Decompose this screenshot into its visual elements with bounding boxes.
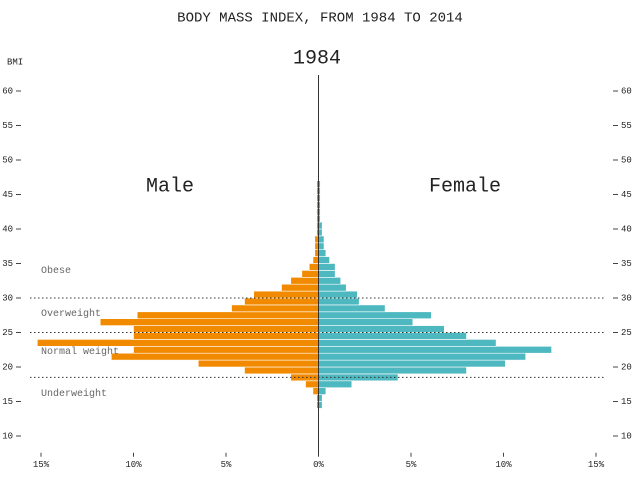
bar — [133, 325, 319, 333]
bar — [318, 228, 323, 237]
y-tick-label: 15 — [621, 397, 632, 407]
bar — [318, 276, 342, 285]
bar — [133, 332, 319, 340]
y-axis-label: BMI — [7, 57, 23, 67]
y-tick-label: 10 — [621, 431, 632, 441]
x-tick-label: 0% — [313, 460, 324, 470]
y-tick-label: 55 — [2, 121, 13, 131]
y-tick-label: 35 — [621, 259, 632, 269]
bar — [231, 304, 319, 313]
bar — [318, 345, 552, 354]
y-tick-label: 50 — [621, 155, 632, 165]
bar — [318, 352, 526, 361]
x-tick-label: 5% — [221, 460, 232, 470]
bar — [301, 270, 319, 278]
y-tick-label: 45 — [2, 190, 13, 200]
y-tick-label: 55 — [621, 121, 632, 131]
bar — [314, 249, 319, 257]
bar — [318, 359, 506, 368]
bar — [318, 256, 330, 264]
bar — [318, 401, 323, 409]
y-tick-label: 40 — [2, 224, 13, 234]
bar — [314, 242, 319, 251]
bar — [318, 235, 325, 244]
bar — [111, 352, 319, 361]
bar — [244, 366, 319, 375]
annotation: Underweight — [41, 388, 107, 400]
y-tick-label: 15 — [2, 397, 13, 407]
y-tick-label: 40 — [621, 224, 632, 234]
bar — [308, 263, 319, 271]
bar — [318, 380, 353, 388]
y-tick-label: 30 — [621, 293, 632, 303]
bar — [253, 290, 319, 299]
bar — [318, 304, 386, 313]
x-tick-label: 10% — [495, 460, 512, 470]
bar — [318, 387, 327, 395]
bar — [290, 276, 319, 285]
bar — [318, 290, 358, 299]
y-tick-label: 25 — [2, 328, 13, 338]
bar — [318, 249, 327, 257]
bar — [318, 318, 414, 326]
bar — [318, 325, 445, 333]
annotation: Overweight — [41, 308, 101, 320]
y-tick-label: 25 — [621, 328, 632, 338]
y-tick-label: 45 — [621, 190, 632, 200]
bar — [318, 332, 467, 340]
bar — [314, 235, 319, 244]
legend-female: Female — [429, 175, 501, 198]
bar — [318, 297, 360, 306]
bar — [133, 345, 319, 354]
y-tick-label: 50 — [2, 155, 13, 165]
bar — [305, 380, 319, 388]
bar — [312, 387, 319, 395]
x-tick-label: 5% — [406, 460, 417, 470]
bar — [36, 339, 319, 347]
bar — [318, 366, 467, 375]
annotation: Obese — [41, 265, 71, 277]
y-tick-label: 60 — [2, 86, 13, 96]
bar — [312, 256, 319, 264]
annotation: Normal weight — [41, 346, 119, 358]
bar — [318, 263, 336, 271]
bar — [318, 242, 325, 251]
y-tick-label: 35 — [2, 259, 13, 269]
bar — [197, 359, 319, 368]
chart-title: BODY MASS INDEX, FROM 1984 TO 2014 — [177, 11, 463, 27]
x-tick-label: 10% — [125, 460, 142, 470]
y-tick-label: 60 — [621, 86, 632, 96]
bar — [318, 221, 323, 230]
y-tick-label: 30 — [2, 293, 13, 303]
y-tick-label: 20 — [621, 362, 632, 372]
bar — [99, 318, 319, 326]
legend-male: Male — [146, 175, 194, 198]
bar — [318, 270, 336, 278]
y-tick-label: 20 — [2, 362, 13, 372]
bar — [318, 339, 497, 347]
y-tick-label: 10 — [2, 431, 13, 441]
bar — [318, 311, 432, 319]
x-tick-label: 15% — [588, 460, 605, 470]
year-label: 1984 — [293, 47, 341, 70]
bar — [318, 283, 347, 292]
bar — [244, 297, 319, 306]
bar — [318, 394, 323, 402]
bar — [136, 311, 319, 319]
x-tick-label: 15% — [33, 460, 50, 470]
bar — [281, 283, 319, 292]
